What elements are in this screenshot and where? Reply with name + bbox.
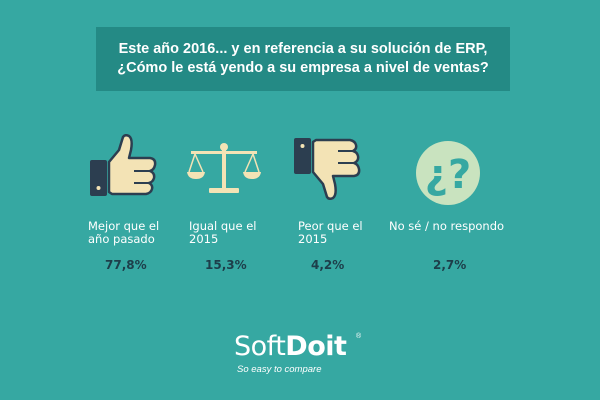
category-label-no-se: No sé / no respondo (389, 219, 505, 233)
thumbs-down-icon (292, 136, 362, 205)
value-label-no-se: 2,7% (433, 258, 467, 272)
question-marks-icon: ¿? (415, 140, 481, 211)
question-title: Este año 2016... y en referencia a su so… (96, 27, 510, 91)
softdoit-logo: SoftDoit (234, 331, 347, 362)
category-label-mejor: Mejor que el año pasado (88, 219, 160, 246)
svg-text:¿?: ¿? (425, 152, 471, 198)
value-label-mejor: 77,8% (105, 258, 147, 272)
thumbs-up-icon (88, 133, 158, 203)
logo-soft: Soft (234, 331, 286, 362)
logo-doit: Doit (285, 331, 347, 362)
tagline: So easy to compare (237, 364, 322, 375)
balance-scale-icon (187, 142, 261, 201)
category-label-peor: Peor que el 2015 (298, 219, 363, 246)
value-label-peor: 4,2% (311, 258, 345, 272)
value-label-igual: 15,3% (205, 258, 247, 272)
question-line-2: ¿Cómo le está yendo a su empresa a nivel… (117, 60, 489, 76)
category-label-igual: Igual que el 2015 (189, 219, 257, 246)
registered-mark: ® (356, 333, 362, 340)
question-line-1: Este año 2016... y en referencia a su so… (118, 41, 488, 57)
